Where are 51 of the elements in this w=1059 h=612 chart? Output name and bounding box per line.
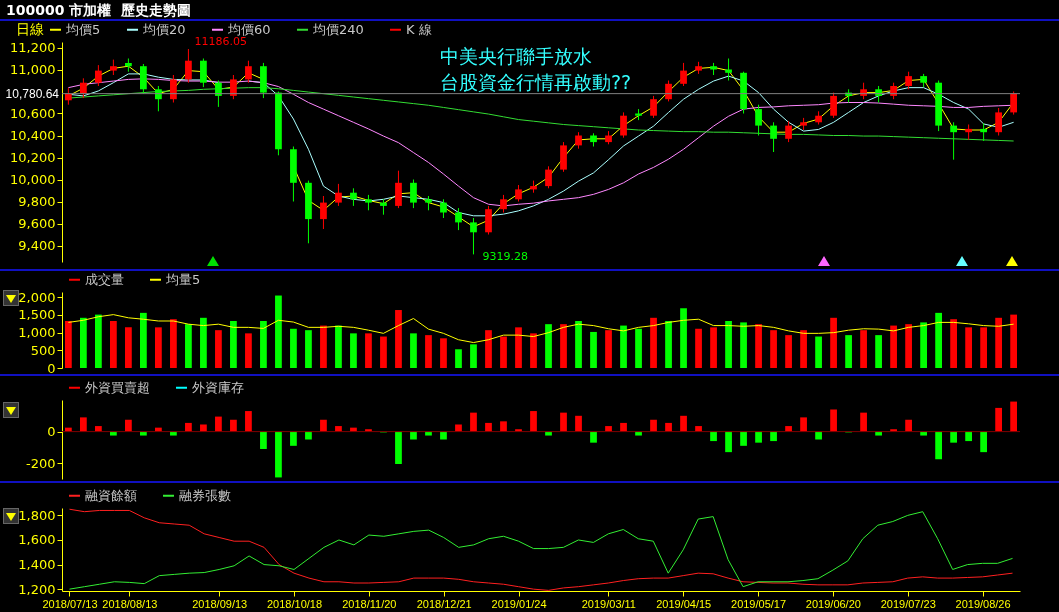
legend-label: 均價5 [65,21,101,37]
x-tick-label: 2019/01/24 [491,597,547,610]
x-tick-label: 2018/08/13 [102,597,158,610]
legend-label: K 線 [406,21,432,37]
legend-title: 日線 [16,21,44,37]
annotation: 台股資金行情再啟動?? [440,71,632,93]
y-tick-label: 500 [30,342,56,358]
y-tick-label: 10,600 [10,106,56,121]
legend-label: 均價60 [227,21,271,37]
y-tick-label: 1,000 [18,325,56,341]
legend-label: 成交量 [85,271,124,287]
y-tick-label: 1,800 [18,507,56,523]
y-tick-label: 9,800 [18,194,56,209]
legend-label: 均量5 [165,271,201,287]
legend-label: 融券張數 [179,487,231,503]
y-tick-label: 11,000 [10,62,56,77]
y-tick-label: 9,600 [18,216,56,231]
x-tick-label: 2019/06/20 [805,597,861,610]
legend-label: 均價240 [312,21,364,37]
y-tick-label: 1,500 [18,307,56,323]
y-tick-label: 11,200 [10,40,56,55]
x-tick-label: 2019/08/26 [955,597,1011,610]
annotation: 中美央行聯手放水 [440,45,592,67]
y-tick-label: 9,400 [18,238,56,253]
y-tick-label: -200 [25,455,56,471]
x-tick-label: 2018/07/13 [42,597,98,610]
x-tick-label: 2019/07/23 [880,597,936,610]
ref-line-label: 10,780.64 [5,86,60,101]
legend-label: 外資買賣超 [85,379,150,395]
y-tick-label: 10,000 [10,172,56,187]
y-tick-label: 1,400 [18,557,56,573]
x-tick-label: 2018/09/13 [192,597,248,610]
x-tick-label: 2019/03/11 [581,597,636,610]
annotation: 9319.28 [482,250,528,264]
y-tick-label: 1,600 [18,532,56,548]
x-tick-label: 2018/11/20 [342,597,397,610]
chart-title: 100000 市加權 歷史走勢圖 [0,0,1059,21]
x-tick-label: 2018/10/18 [266,597,323,610]
legend-label: 均價20 [142,21,186,37]
x-tick-label: 2019/05/17 [731,597,787,610]
y-tick-label: 2,000 [18,289,56,305]
legend-label: 外資庫存 [192,379,244,395]
legend-label: 融資餘額 [85,487,137,503]
y-tick-label: 1,200 [18,581,56,597]
y-tick-label: 0 [47,360,56,376]
y-tick-label: 10,200 [10,150,56,165]
x-tick-label: 2019/04/15 [656,597,712,610]
y-tick-label: 10,400 [10,128,56,143]
y-tick-label: 0 [47,424,56,440]
annotation: 11186.05 [194,35,247,49]
x-tick-label: 2018/12/21 [416,597,472,610]
